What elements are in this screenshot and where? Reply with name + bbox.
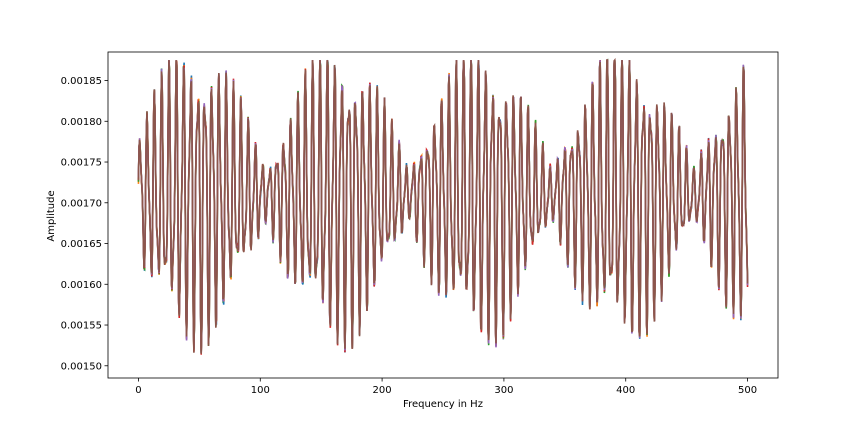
y-tick-label: 0.00150 [61, 361, 102, 372]
x-tick-label: 300 [494, 385, 513, 396]
x-tick-label: 100 [251, 385, 270, 396]
y-axis: 0.00150 0.00155 0.00160 0.00165 0.00170 0.001… [61, 76, 108, 372]
x-axis-label: Frequency in Hz [403, 399, 483, 410]
plot-frame [107, 51, 779, 379]
y-tick-label: 0.00165 [61, 239, 102, 250]
y-tick-label: 0.00180 [61, 117, 102, 128]
x-tick-label: 500 [738, 385, 757, 396]
y-tick-label: 0.00170 [61, 198, 102, 209]
series-layer [137, 57, 749, 355]
x-tick-label: 200 [373, 385, 392, 396]
x-axis: 0 100 200 300 400 500 [135, 378, 757, 396]
y-tick-label: 0.00160 [61, 280, 102, 291]
x-tick-label: 0 [135, 385, 141, 396]
y-tick-label: 0.00175 [61, 158, 102, 169]
series-line-6 [137, 57, 749, 354]
y-axis-label: Amplitude [46, 190, 57, 241]
x-tick-label: 400 [616, 385, 635, 396]
y-tick-label: 0.00185 [61, 76, 102, 87]
y-tick-label: 0.00155 [61, 321, 102, 332]
